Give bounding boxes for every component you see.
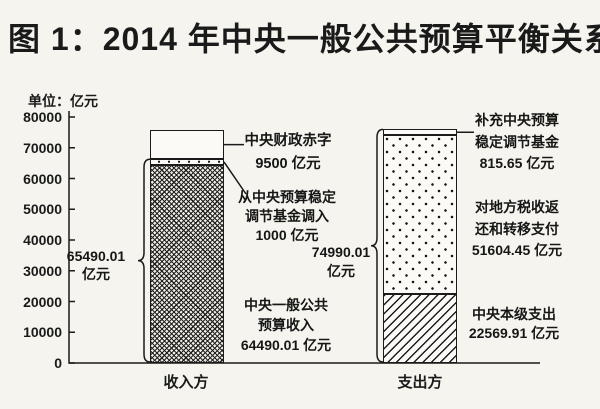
income-subtotal-label: 65490.01 亿元 (62, 247, 130, 283)
bar-segment-fiscal-deficit (150, 130, 224, 160)
y-tick-label: 70000 (23, 139, 62, 156)
expenditure-total-value: 74990.01 (311, 244, 371, 260)
expenditure-total-label: 74990.01 亿元 (310, 243, 372, 281)
figure-title: 图 1：2014 年中央一般公共预算平衡关系 (8, 21, 600, 57)
deficit-annotation: 中央财政赤字 9500 亿元 (234, 130, 342, 176)
bar-segment-central-level-spending (383, 293, 457, 363)
fund-transfer-annotation-line: 1000 亿元 (255, 227, 319, 243)
bar-segment-transfers-to-local (383, 134, 457, 294)
y-tick-label: 0 (54, 355, 62, 371)
deficit-annotation-line: 9500 亿元 (255, 156, 321, 172)
replenish-fund-annotation-line: 补充中央预算 (475, 112, 559, 128)
brace-income (137, 158, 151, 363)
central-spending-annotation: 中央本级支出 22569.91 亿元 (458, 305, 570, 343)
y-tick-label: 80000 (23, 109, 62, 125)
central-spending-annotation-line: 22569.91 亿元 (468, 325, 560, 341)
y-tick-label: 30000 (23, 262, 62, 279)
local-transfers-annotation-line: 对地方税收返 (475, 199, 559, 215)
y-tick-label: 40000 (23, 232, 62, 248)
replenish-fund-annotation: 补充中央预算 稳定调节基金 815.65 亿元 (464, 110, 570, 175)
fund-transfer-annotation-line: 从中央预算稳定 (238, 189, 336, 205)
replenish-fund-annotation-line: 815.65 亿元 (479, 155, 555, 171)
bar-segment-replenish-stabilization-fund (383, 129, 457, 135)
y-tick-label: 50000 (23, 201, 62, 218)
central-spending-annotation-line: 中央本级支出 (472, 306, 556, 322)
y-tick-label: 20000 (23, 293, 62, 310)
expenditure-total-unit: 亿元 (327, 263, 355, 279)
unit-label: 单位：亿元 (28, 93, 98, 109)
revenue-annotation-line: 64490.01 亿元 (240, 337, 332, 353)
bar-segment-fund-transfer-in (150, 159, 224, 165)
local-transfers-annotation: 对地方税收返 还和转移支付 51604.45 亿元 (464, 197, 570, 262)
income-subtotal-value: 65490.01 (66, 248, 126, 264)
fund-transfer-annotation: 从中央预算稳定 调节基金调入 1000 亿元 (228, 188, 346, 245)
bar-segment-public-budget-revenue (150, 164, 224, 363)
y-tick-label: 60000 (23, 170, 62, 187)
brace-expenditure (370, 128, 384, 363)
x-axis-label-income: 收入方 (163, 374, 209, 391)
x-axis-label-expenditure: 支出方 (397, 374, 443, 391)
fund-transfer-annotation-line: 调节基金调入 (245, 208, 329, 224)
income-subtotal-unit: 亿元 (82, 266, 110, 282)
local-transfers-annotation-line: 还和转移支付 (475, 220, 559, 237)
revenue-annotation-line: 中央一般公共 (244, 297, 328, 313)
revenue-annotation-line: 预算收入 (258, 317, 314, 333)
local-transfers-annotation-line: 51604.45 亿元 (471, 242, 563, 258)
y-tick-label: 10000 (23, 324, 62, 341)
replenish-fund-annotation-line: 稳定调节基金 (475, 133, 559, 150)
revenue-annotation: 中央一般公共 预算收入 64490.01 亿元 (226, 295, 346, 355)
deficit-annotation-line: 中央财政赤字 (244, 133, 332, 149)
